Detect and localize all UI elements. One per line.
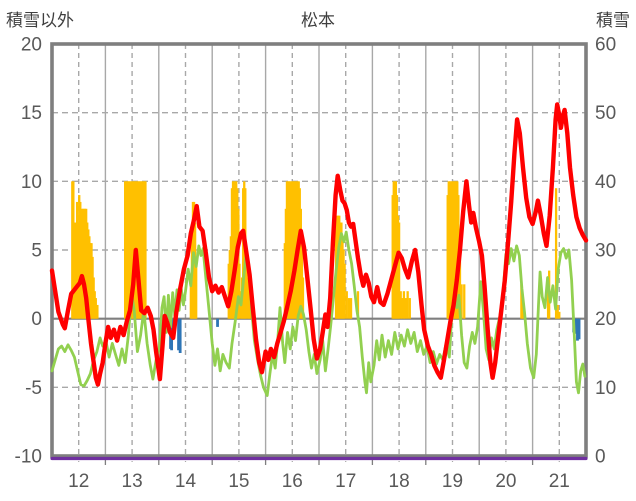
snow-depth-bars <box>347 298 351 319</box>
snow-depth-bars <box>94 298 97 319</box>
snow-depth-bars <box>397 222 401 319</box>
snow-depth-bars <box>144 181 147 319</box>
x-axis-tick-label: 18 <box>389 471 410 492</box>
x-axis-tick-label: 21 <box>549 471 570 492</box>
snow-depth-bars <box>458 250 462 319</box>
right-axis-tick-label: 40 <box>595 172 616 193</box>
blue-bars <box>178 318 182 353</box>
snow-depth-bars <box>248 304 252 319</box>
x-axis-tick-label: 13 <box>122 471 143 492</box>
left-axis-title: 積雪以外 <box>6 11 74 30</box>
left-axis-tick-label: -5 <box>25 378 42 399</box>
blue-bars <box>216 318 219 327</box>
snow-depth-bars <box>245 250 248 319</box>
snow-depth-bars <box>343 263 346 319</box>
left-axis-tick-label: 15 <box>21 103 42 124</box>
chart-title: 松本 <box>301 11 335 30</box>
snow-depth-bars <box>399 291 402 319</box>
snow-depth-bars <box>79 201 82 319</box>
snow-depth-bars <box>345 291 348 319</box>
x-axis-tick-label: 15 <box>228 471 249 492</box>
blue-bars <box>577 318 581 340</box>
snow-depth-bars <box>404 298 407 319</box>
snow-depth-bars <box>349 298 353 319</box>
snow-depth-bars <box>558 311 561 319</box>
left-axis-tick-label: 0 <box>31 309 42 330</box>
left-axis-tick-label: 20 <box>21 35 42 56</box>
left-axis-tick-label: 5 <box>31 241 42 262</box>
left-axis-tick-label: 10 <box>21 172 42 193</box>
snow-depth-bars <box>401 298 404 319</box>
right-axis-tick-label: 20 <box>595 309 616 330</box>
right-axis-tick-label: 50 <box>595 103 616 124</box>
plot-frame <box>50 42 588 458</box>
snow-depth-bars <box>521 304 525 319</box>
x-axis-tick-label: 12 <box>68 471 89 492</box>
snow-depth-bars <box>520 284 523 319</box>
blue-bars <box>177 318 180 351</box>
snow-depth-bars <box>238 263 241 319</box>
x-axis-tick-label: 17 <box>335 471 356 492</box>
right-axis-tick-label: 30 <box>595 241 616 262</box>
snow-depth-bars <box>72 181 75 319</box>
blue-bars <box>576 318 579 341</box>
snow-depth-bars <box>408 298 411 319</box>
blue-bars <box>573 318 577 334</box>
snow-depth-bars <box>406 291 409 319</box>
snow-depth-bars <box>554 188 558 319</box>
snow-depth-bars <box>402 291 406 319</box>
snow-depth-bars <box>356 291 360 319</box>
x-axis-tick-label: 16 <box>282 471 303 492</box>
x-axis-tick-label: 20 <box>495 471 516 492</box>
right-axis-tick-label: 10 <box>595 378 616 399</box>
snow-depth-bars <box>460 284 463 319</box>
snow-depth-bars <box>556 304 559 319</box>
right-axis-tick-label: 60 <box>595 35 616 56</box>
snow-depth-bars <box>96 304 99 319</box>
right-axis-tick-label: 0 <box>595 447 606 468</box>
x-axis-tick-label: 14 <box>175 471 197 492</box>
right-axis-title: 積雪 <box>596 11 630 30</box>
x-axis-tick-label: 19 <box>442 471 463 492</box>
snow-depth-bars <box>463 284 466 319</box>
snow-depth-bars <box>195 263 198 319</box>
left-axis-tick-label: -10 <box>15 447 42 468</box>
red-line <box>49 102 589 387</box>
snow-depth-bars <box>301 277 305 319</box>
